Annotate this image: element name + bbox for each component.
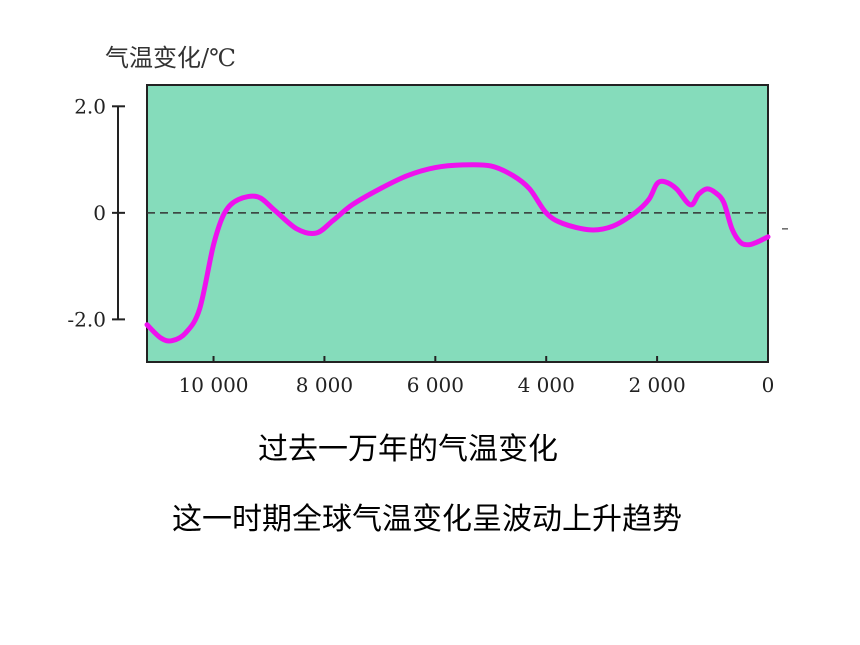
y-axis-label: 气温变化/℃ [105,44,236,72]
y-tick-label-1: 0 [93,201,106,225]
x-tick-label-5: 0 [762,373,775,397]
y-tick-label-2: -2.0 [67,307,106,331]
y-tick-label-0: 2.0 [74,94,106,118]
temperature-curve [144,162,771,344]
x-tick-label-1: 8 000 [296,373,353,397]
chart-caption: 过去一万年的气温变化 [258,432,558,467]
x-tick-label-4: 2 000 [628,373,685,397]
x-tick-label-2: 6 000 [407,373,464,397]
x-tick-label-3: 4 000 [518,373,575,397]
plot-area [146,84,769,363]
x-tick-label-0: 10 000 [179,373,249,397]
summary-text: 这一时期全球气温变化呈波动上升趋势 [172,502,682,537]
